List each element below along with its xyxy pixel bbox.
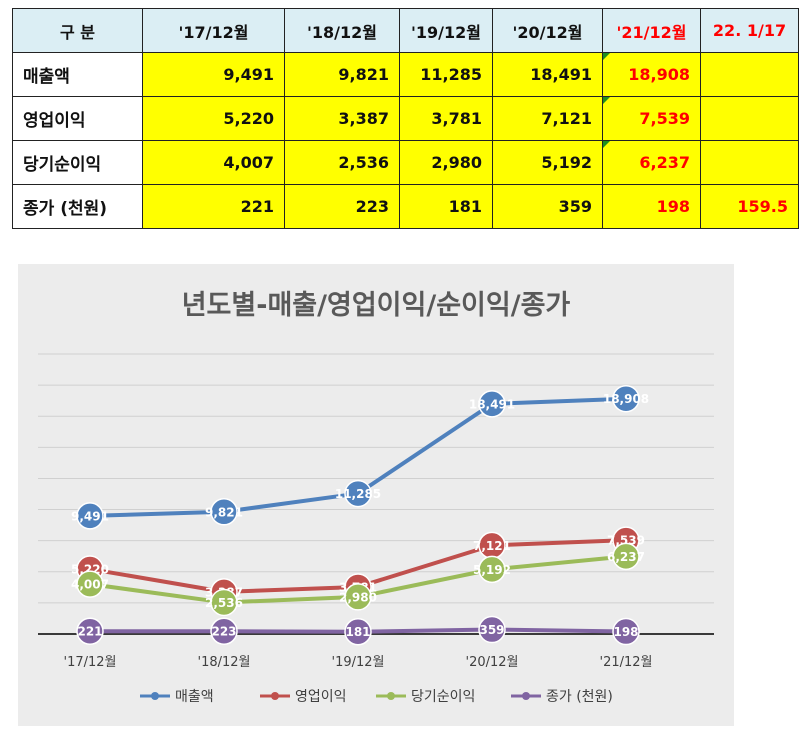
data-point [344, 479, 372, 508]
x-tick-label: '21/12월 [600, 655, 653, 670]
data-label: 7,121 [473, 539, 511, 553]
data-label: 181 [345, 625, 370, 639]
legend-label: 당기순이익 [411, 689, 475, 705]
table-cell: 6,237 [602, 140, 701, 185]
table-cell: 3,387 [284, 96, 400, 141]
table-cell: 181 [399, 184, 493, 229]
table-cell: 11,285 [399, 52, 493, 97]
data-label: 18,908 [603, 392, 649, 406]
table-cell: 2,980 [399, 140, 493, 185]
table-cell [700, 52, 799, 97]
legend-label: 매출액 [175, 689, 214, 705]
table-cell: 7,539 [602, 96, 701, 141]
header-2017: '17/12월 [142, 8, 285, 53]
data-point [76, 502, 104, 530]
data-point [612, 617, 640, 646]
table-row-revenue: 매출액 9,491 9,821 11,285 18,491 18,908 [12, 52, 799, 97]
data-label: 18,491 [469, 397, 515, 411]
table-cell: 18,491 [492, 52, 603, 97]
table-row-operating-profit: 영업이익 5,220 3,387 3,781 7,121 7,539 [12, 96, 799, 141]
data-point [478, 615, 506, 644]
table-cell: 223 [284, 184, 400, 229]
x-tick-label: '18/12월 [198, 655, 251, 670]
data-label: 4,007 [71, 578, 109, 592]
legend-marker [151, 692, 159, 700]
data-label: 2,536 [205, 596, 243, 610]
table-cell: 2,536 [284, 140, 400, 185]
data-label: 11,285 [335, 487, 381, 501]
table-row-net-income: 당기순이익 4,007 2,536 2,980 5,192 6,237 [12, 140, 799, 185]
row-label: 당기순이익 [12, 140, 143, 185]
row-label: 매출액 [12, 52, 143, 97]
legend-marker [522, 692, 530, 700]
line-chart: 년도별-매출/영업이익/순이익/종가 '17/12월 '18/12월 '19/12월 '… [38, 290, 714, 705]
row-label: 영업이익 [12, 96, 143, 141]
data-point [612, 384, 640, 413]
table-cell: 159.5 [700, 184, 799, 229]
data-label: 9,491 [71, 509, 109, 523]
data-label: 5,220 [71, 563, 109, 577]
table-row-share-price: 종가 (천원) 221 223 181 359 198 159.5 [12, 184, 799, 229]
data-label: 221 [77, 625, 102, 639]
legend-label: 영업이익 [295, 689, 347, 705]
table-cell: 7,121 [492, 96, 603, 141]
data-point [210, 498, 238, 526]
legend-marker [387, 692, 395, 700]
x-tick-label: '17/12월 [64, 655, 117, 670]
data-point [76, 570, 104, 598]
data-label: 7,539 [607, 534, 645, 548]
table-cell: 4,007 [142, 140, 285, 185]
data-label: 359 [479, 623, 504, 637]
header-2018: '18/12월 [284, 8, 400, 53]
table-cell: 9,491 [142, 52, 285, 97]
data-label: 223 [211, 625, 236, 639]
x-tick-label: '19/12월 [332, 655, 385, 670]
header-2021: '21/12월 [602, 8, 701, 53]
legend-label: 종가 (천원) [546, 689, 613, 705]
row-label: 종가 (천원) [12, 184, 143, 229]
chart-area: 년도별-매출/영업이익/순이익/종가 '17/12월 '18/12월 '19/12월 '… [18, 264, 734, 726]
table-cell [700, 96, 799, 141]
header-2022-jan: 22. 1/17 [700, 8, 799, 53]
table-cell: 5,192 [492, 140, 603, 185]
data-point [344, 583, 372, 611]
data-label: 2,980 [339, 590, 377, 604]
data-label: 6,237 [607, 550, 645, 564]
data-point [210, 588, 238, 617]
legend-marker [271, 692, 279, 700]
data-point [76, 617, 104, 645]
table-cell: 359 [492, 184, 603, 229]
data-point [344, 617, 372, 646]
header-category: 구 분 [12, 8, 143, 53]
header-2019: '19/12월 [399, 8, 493, 53]
table-cell: 18,908 [602, 52, 701, 97]
header-2020: '20/12월 [492, 8, 603, 53]
table-cell: 3,781 [399, 96, 493, 141]
data-point [478, 390, 506, 418]
financial-table: 구 분 '17/12월 '18/12월 '19/12월 '20/12월 '21/… [12, 8, 799, 229]
x-tick-label: '20/12월 [466, 655, 519, 670]
data-label: 9,821 [205, 505, 243, 519]
data-point [478, 555, 506, 584]
data-label: 198 [613, 625, 638, 639]
table-cell: 5,220 [142, 96, 285, 141]
data-label: 5,192 [473, 563, 511, 577]
table-cell: 9,821 [284, 52, 400, 97]
table-header-row: 구 분 '17/12월 '18/12월 '19/12월 '20/12월 '21/… [12, 8, 799, 53]
table-cell: 198 [602, 184, 701, 229]
data-point [210, 617, 238, 645]
table-cell: 221 [142, 184, 285, 229]
table-cell [700, 140, 799, 185]
chart-title: 년도별-매출/영업이익/순이익/종가 [182, 290, 571, 321]
data-point [612, 542, 640, 571]
